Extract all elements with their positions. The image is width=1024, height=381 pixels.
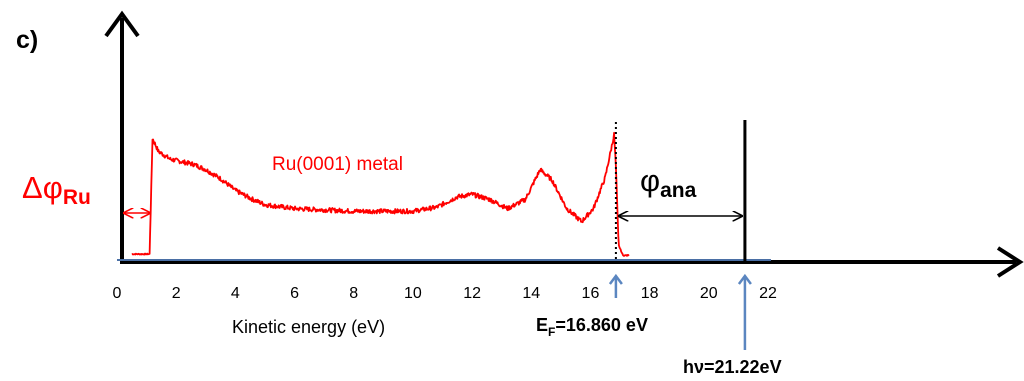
x-tick-label: 22 [759,285,777,302]
panel-label: c) [16,26,38,54]
phi-ana-symbol: φ [640,163,660,198]
phi-ana-subscript: ana [660,179,697,202]
phi-ana-label: φana [640,163,697,202]
x-axis-label: Kinetic energy (eV) [232,317,385,337]
photon-energy-arrowhead [737,273,752,285]
photon-energy-label: hν=21.22eV [683,357,782,377]
delta-phi-subscript: Ru [63,186,91,209]
x-tick-label: 20 [700,285,718,302]
x-tick-label: 0 [113,285,122,302]
fermi-level-arrowhead [608,273,623,285]
fermi-level-E: E [536,315,548,335]
fermi-level-label: EF=16.860 eV [536,315,648,339]
x-tick-label: 18 [641,285,659,302]
x-tick-labels: 0 2 4 6 8 10 12 14 16 18 20 22 [113,285,777,302]
x-tick-label: 8 [349,285,358,302]
x-tick-label: 6 [290,285,299,302]
delta-phi-label: ΔφRu [22,170,91,209]
x-tick-label: 4 [231,285,240,302]
fermi-level-subscript: F [548,325,555,339]
x-tick-label: 10 [404,285,422,302]
delta-phi-symbol: Δφ [22,170,63,205]
series-label: Ru(0001) metal [272,154,403,175]
x-tick-label: 2 [172,285,181,302]
x-tick-label: 16 [582,285,600,302]
fermi-level-value: =16.860 eV [555,315,648,335]
x-tick-label: 14 [522,285,540,302]
x-tick-label: 12 [463,285,481,302]
y-axis-arrowhead [104,10,140,38]
spectrum-line [131,131,630,257]
x-axis-arrowhead [996,246,1024,278]
